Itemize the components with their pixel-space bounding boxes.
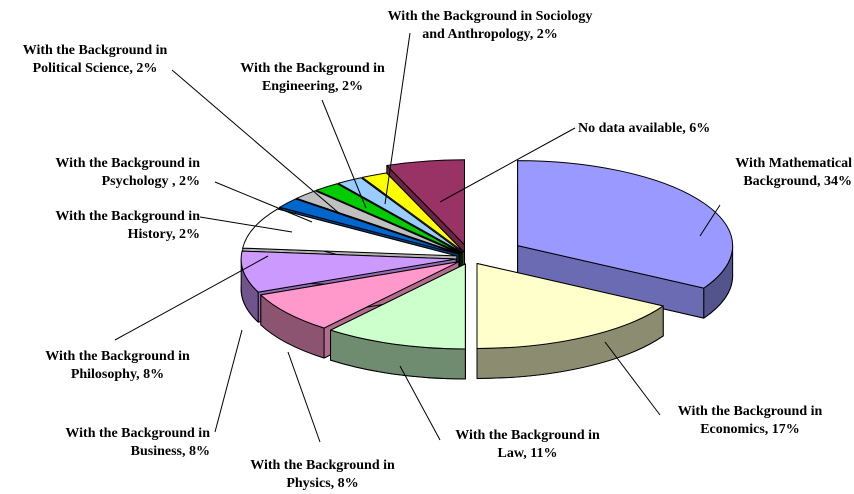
leader-line	[439, 127, 576, 203]
leader-line	[214, 329, 243, 433]
leader-line	[171, 69, 341, 215]
slice-top	[315, 183, 462, 254]
slice-label: With the Background in Philosophy, 8%	[45, 349, 190, 382]
slice-label: With the Background in Business, 8%	[65, 426, 210, 459]
slice-label: With the Background in Physics, 8%	[250, 458, 395, 491]
slice-top	[279, 198, 460, 255]
slice-label: With the Background in Sociology and Ant…	[387, 9, 593, 42]
slice-label: With the Background in Engineering, 2%	[240, 61, 385, 94]
slice-label: With Mathematical Background, 34%	[735, 156, 852, 189]
slice-label: With the Background in Psychology , 2%	[55, 156, 200, 189]
slice-top	[476, 262, 664, 349]
leader-line	[287, 351, 321, 443]
leader-line	[604, 341, 661, 416]
slice-top	[361, 172, 465, 253]
leader-line	[199, 216, 293, 233]
slice-top	[386, 159, 465, 246]
slice-top	[242, 208, 458, 257]
leader-line	[384, 32, 411, 205]
slice-label: With the Background in History, 2%	[55, 209, 200, 242]
leader-line	[699, 204, 721, 237]
slice-top	[517, 160, 734, 289]
slice-top	[296, 190, 461, 255]
slice-top	[337, 177, 464, 254]
leader-line	[399, 365, 441, 441]
slice-label: With the Background in Law, 11%	[455, 428, 600, 461]
slice-top	[260, 261, 460, 329]
slice-top	[330, 263, 466, 350]
leader-line	[321, 99, 367, 209]
leader-line	[114, 255, 269, 341]
leader-line	[214, 181, 313, 223]
slice-label: With the Background in Political Science…	[22, 43, 168, 76]
slice-top	[240, 250, 457, 293]
slice-label: With the Background in Economics, 17%	[677, 404, 823, 437]
slice-label: No data available, 6%	[578, 121, 711, 136]
